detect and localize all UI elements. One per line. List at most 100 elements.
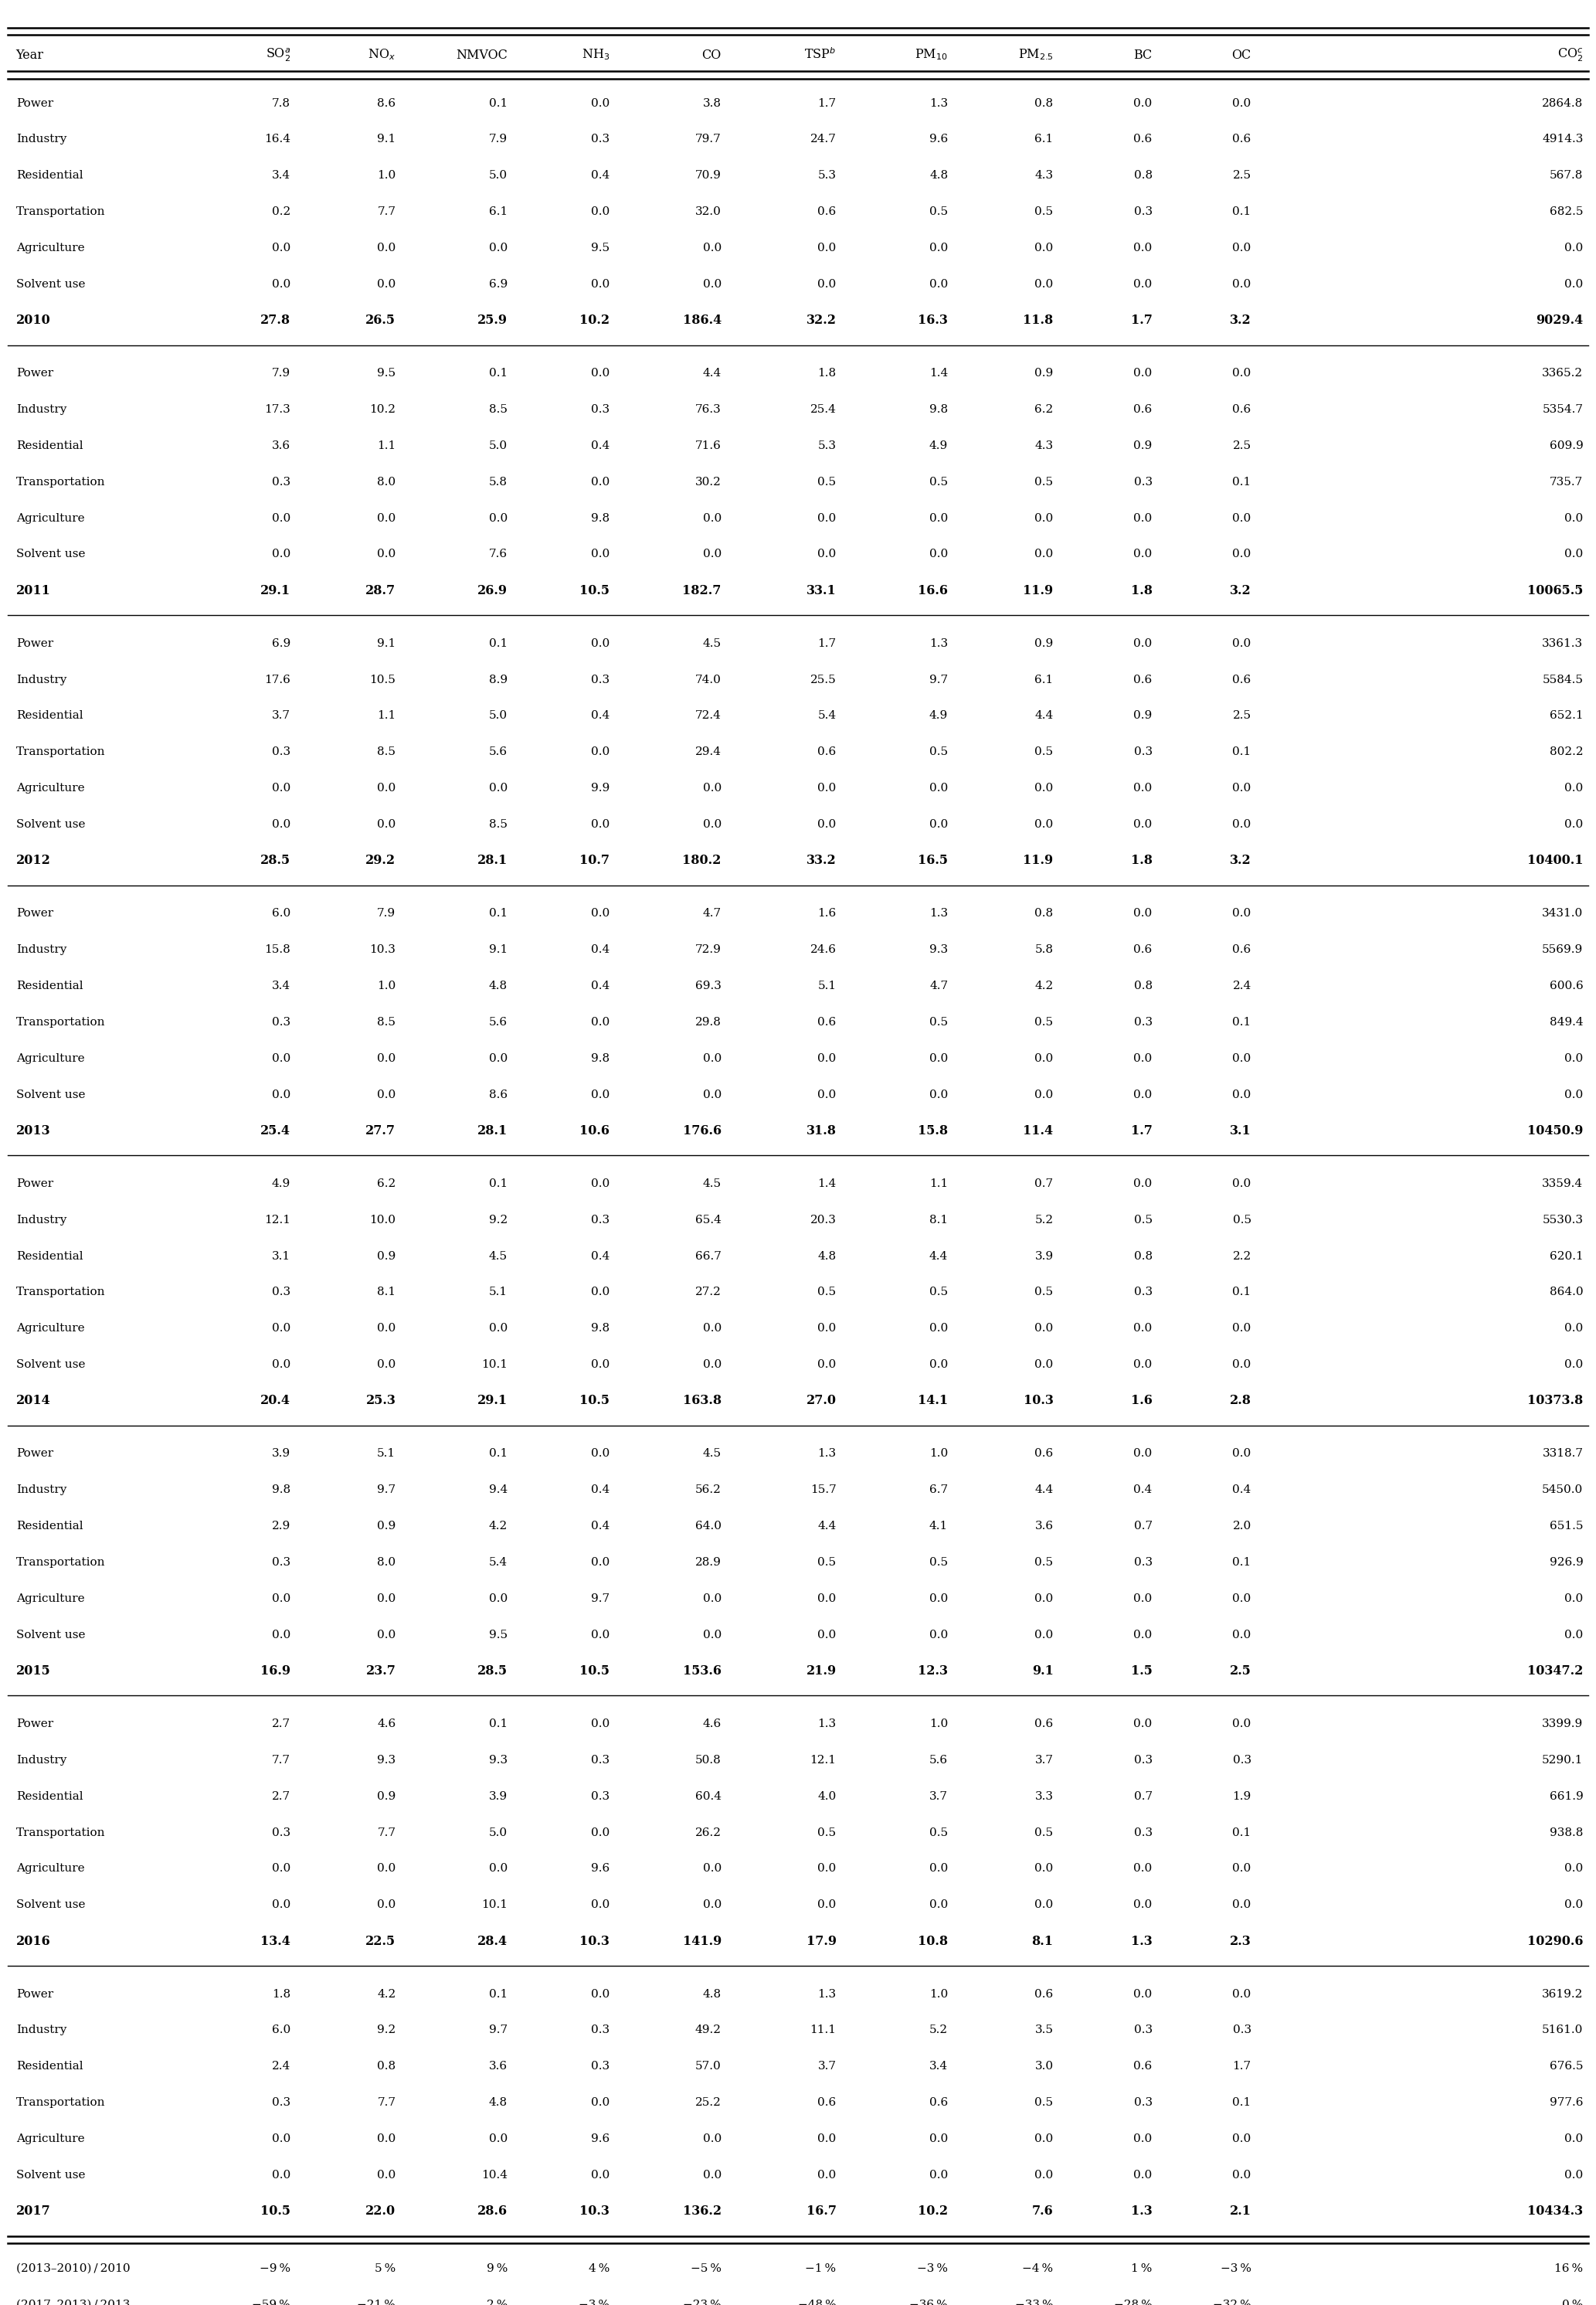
Text: 0.0: 0.0 xyxy=(929,1630,948,1641)
Text: 3.6: 3.6 xyxy=(1034,1521,1053,1531)
Text: 4914.3: 4914.3 xyxy=(1542,134,1583,145)
Text: 0.0: 0.0 xyxy=(591,1286,610,1298)
Text: 8.0: 8.0 xyxy=(377,1556,396,1567)
Text: Residential: Residential xyxy=(16,1252,83,1261)
Text: 0.0: 0.0 xyxy=(591,549,610,560)
Text: 0.0: 0.0 xyxy=(271,2134,290,2144)
Text: 5.6: 5.6 xyxy=(929,1754,948,1766)
Text: 5.0: 5.0 xyxy=(488,710,508,721)
Text: 6.7: 6.7 xyxy=(929,1484,948,1496)
Text: Power: Power xyxy=(16,1989,53,1998)
Text: NO$_x$: NO$_x$ xyxy=(369,48,396,62)
Text: 0.0: 0.0 xyxy=(1232,1360,1251,1369)
Text: 0.0: 0.0 xyxy=(817,549,836,560)
Text: 10.2: 10.2 xyxy=(918,2204,948,2217)
Text: 3619.2: 3619.2 xyxy=(1542,1989,1583,1998)
Text: 3.7: 3.7 xyxy=(271,710,290,721)
Text: 0.0: 0.0 xyxy=(702,1360,721,1369)
Text: 10.6: 10.6 xyxy=(579,1125,610,1136)
Text: 5.8: 5.8 xyxy=(488,477,508,486)
Text: 1.3: 1.3 xyxy=(1132,1934,1152,1948)
Text: 0.0: 0.0 xyxy=(1133,279,1152,290)
Text: 0.0: 0.0 xyxy=(702,279,721,290)
Text: 1.6: 1.6 xyxy=(817,908,836,920)
Text: 4.9: 4.9 xyxy=(271,1178,290,1189)
Text: 5161.0: 5161.0 xyxy=(1542,2024,1583,2035)
Text: 0.0: 0.0 xyxy=(377,1899,396,1911)
Text: 0.0: 0.0 xyxy=(929,2134,948,2144)
Text: 22.0: 22.0 xyxy=(365,2204,396,2217)
Text: 1.7: 1.7 xyxy=(1132,1125,1152,1136)
Text: 0.0: 0.0 xyxy=(1133,1593,1152,1604)
Text: Power: Power xyxy=(16,1720,53,1729)
Text: 0.0: 0.0 xyxy=(702,784,721,793)
Text: 3.2: 3.2 xyxy=(1231,313,1251,327)
Text: 2011: 2011 xyxy=(16,583,51,597)
Text: 8.0: 8.0 xyxy=(377,477,396,486)
Text: 64.0: 64.0 xyxy=(696,1521,721,1531)
Text: 1.8: 1.8 xyxy=(817,369,836,378)
Text: Transportation: Transportation xyxy=(16,1017,105,1028)
Text: Solvent use: Solvent use xyxy=(16,279,85,290)
Text: 5.8: 5.8 xyxy=(1034,945,1053,954)
Text: 29.1: 29.1 xyxy=(477,1395,508,1408)
Text: Industry: Industry xyxy=(16,2024,67,2035)
Text: 5.1: 5.1 xyxy=(817,980,836,991)
Text: 0.0: 0.0 xyxy=(1034,1862,1053,1874)
Text: 1.0: 1.0 xyxy=(929,1448,948,1459)
Text: 3.4: 3.4 xyxy=(929,2061,948,2072)
Text: 0.0: 0.0 xyxy=(702,242,721,254)
Text: 0.7: 0.7 xyxy=(1133,1521,1152,1531)
Text: 49.2: 49.2 xyxy=(696,2024,721,2035)
Text: 8.5: 8.5 xyxy=(377,747,396,758)
Text: 27.7: 27.7 xyxy=(365,1125,396,1136)
Text: 0.0: 0.0 xyxy=(929,784,948,793)
Text: 0.0: 0.0 xyxy=(702,1090,721,1099)
Text: 0.4: 0.4 xyxy=(591,1484,610,1496)
Text: 0.0: 0.0 xyxy=(929,818,948,830)
Text: 10400.1: 10400.1 xyxy=(1527,855,1583,867)
Text: 4.7: 4.7 xyxy=(702,908,721,920)
Text: 0.6: 0.6 xyxy=(817,1017,836,1028)
Text: 3399.9: 3399.9 xyxy=(1542,1720,1583,1729)
Text: 0.0: 0.0 xyxy=(929,1053,948,1065)
Text: 0.0: 0.0 xyxy=(817,2169,836,2181)
Text: 0.3: 0.3 xyxy=(271,1017,290,1028)
Text: 0.0: 0.0 xyxy=(1034,818,1053,830)
Text: 20.4: 20.4 xyxy=(260,1395,290,1408)
Text: 25.3: 25.3 xyxy=(365,1395,396,1408)
Text: 10.1: 10.1 xyxy=(482,1360,508,1369)
Text: 0.0: 0.0 xyxy=(1232,2169,1251,2181)
Text: 4.5: 4.5 xyxy=(702,1178,721,1189)
Text: 57.0: 57.0 xyxy=(696,2061,721,2072)
Text: 0.0: 0.0 xyxy=(1232,97,1251,108)
Text: 9.7: 9.7 xyxy=(591,1593,610,1604)
Text: 29.2: 29.2 xyxy=(365,855,396,867)
Text: 0.3: 0.3 xyxy=(1232,2024,1251,2035)
Text: 3.5: 3.5 xyxy=(1034,2024,1053,2035)
Text: 0.0: 0.0 xyxy=(817,1862,836,1874)
Text: 9.6: 9.6 xyxy=(929,134,948,145)
Text: Transportation: Transportation xyxy=(16,1828,105,1837)
Text: 0.0: 0.0 xyxy=(377,2134,396,2144)
Text: 6.1: 6.1 xyxy=(1034,675,1053,685)
Text: 0.0: 0.0 xyxy=(1034,784,1053,793)
Text: 0.0: 0.0 xyxy=(591,1630,610,1641)
Text: 0.0: 0.0 xyxy=(929,512,948,523)
Text: 0.9: 0.9 xyxy=(1034,369,1053,378)
Text: 0.0: 0.0 xyxy=(1232,818,1251,830)
Text: Industry: Industry xyxy=(16,945,67,954)
Text: 5.6: 5.6 xyxy=(488,747,508,758)
Text: Solvent use: Solvent use xyxy=(16,1360,85,1369)
Text: 25.2: 25.2 xyxy=(696,2098,721,2109)
Text: 0.0: 0.0 xyxy=(1034,2169,1053,2181)
Text: 849.4: 849.4 xyxy=(1550,1017,1583,1028)
Text: 1.0: 1.0 xyxy=(929,1989,948,1998)
Text: 0.6: 0.6 xyxy=(817,747,836,758)
Text: 4.5: 4.5 xyxy=(488,1252,508,1261)
Text: 5530.3: 5530.3 xyxy=(1542,1215,1583,1226)
Text: 1.0: 1.0 xyxy=(377,980,396,991)
Text: 0.0: 0.0 xyxy=(1133,242,1152,254)
Text: 0.8: 0.8 xyxy=(377,2061,396,2072)
Text: 2.5: 2.5 xyxy=(1231,1664,1251,1678)
